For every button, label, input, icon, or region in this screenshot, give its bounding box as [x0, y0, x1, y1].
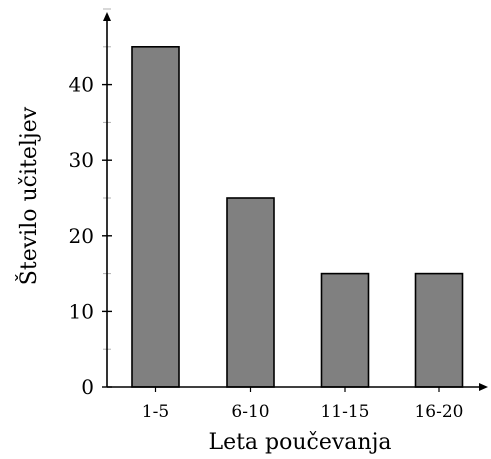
bar-16-20 [414, 272, 464, 388]
y-axis-arrow [103, 12, 111, 21]
y-axis-title: Število učiteljev [15, 106, 42, 285]
x-axis-title: Leta poučevanja [208, 430, 391, 455]
bar-11-15 [320, 272, 370, 388]
y-tick-labels: 0 10 20 30 40 [69, 73, 94, 399]
y-tick-label: 0 [81, 375, 94, 399]
y-tick-label: 40 [69, 73, 94, 97]
x-tick-marks [154, 387, 440, 392]
y-tick-label: 30 [69, 148, 94, 172]
bar-6-10 [226, 197, 275, 388]
y-tick-label: 20 [69, 224, 94, 248]
x-tick-labels: 1-5 6-10 11-15 16-20 [142, 402, 464, 422]
x-tick-label: 6-10 [231, 402, 269, 422]
bars [131, 45, 464, 388]
x-tick-label: 11-15 [320, 402, 369, 422]
x-axis-arrow [479, 383, 488, 391]
x-tick-label: 16-20 [414, 402, 463, 422]
y-tick-label: 10 [69, 299, 94, 323]
bar-1-5 [131, 45, 180, 388]
x-tick-label: 1-5 [142, 402, 169, 422]
